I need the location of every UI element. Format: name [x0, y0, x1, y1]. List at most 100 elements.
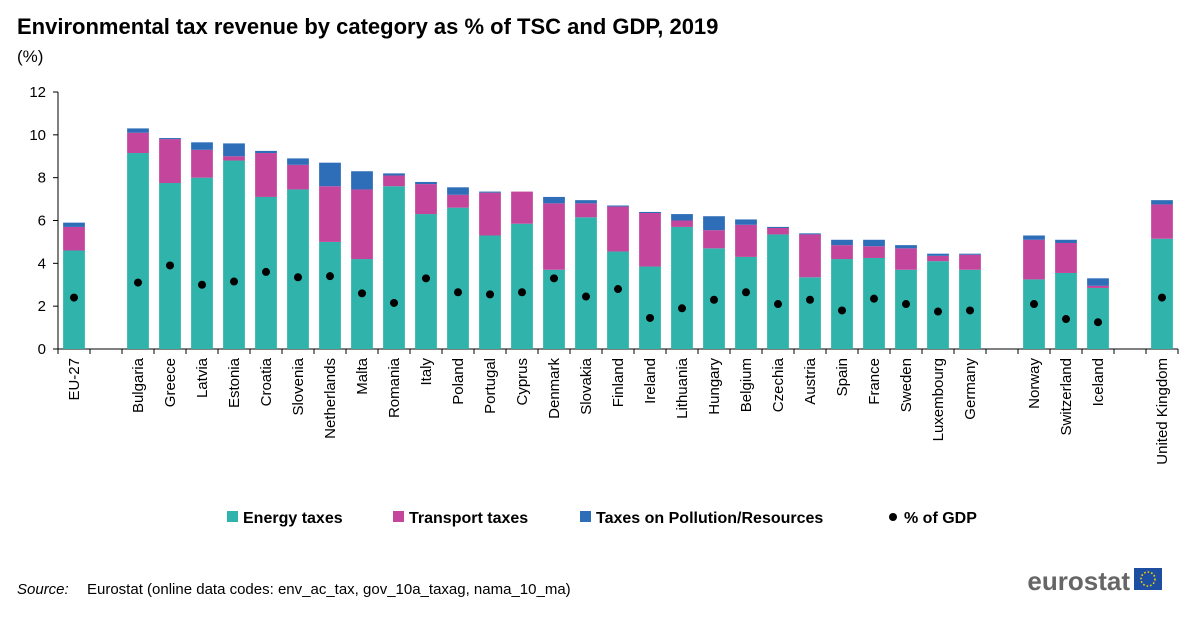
y-tick-label: 6 [38, 213, 46, 230]
x-tick-label: Italy [418, 358, 435, 386]
y-tick-label: 10 [29, 127, 46, 144]
bar-segment [959, 254, 981, 270]
bar-segment [223, 143, 245, 157]
logo: eurostat [1027, 566, 1130, 596]
bar-segment [319, 162, 341, 187]
source-label: Source: [17, 581, 69, 598]
bar-segment [1023, 279, 1045, 349]
bar-segment [575, 217, 597, 349]
bar-segment [607, 206, 629, 252]
x-tick-label: Ireland [642, 358, 659, 404]
gdp-dot [646, 313, 654, 322]
bar-segment [703, 230, 725, 249]
gdp-dot [1158, 293, 1166, 302]
bar-segment [767, 234, 789, 349]
legend-label: % of GDP [904, 510, 977, 527]
x-tick-label: Spain [834, 358, 851, 396]
gdp-dot [1062, 315, 1070, 324]
bar-segment [543, 196, 565, 204]
gdp-dot [678, 304, 686, 313]
gdp-dot [550, 274, 558, 283]
bar-segment [671, 226, 693, 349]
gdp-dot [358, 289, 366, 298]
gdp-dot [838, 306, 846, 315]
gdp-dot [198, 280, 206, 289]
gdp-dot [1030, 300, 1038, 309]
bar-segment [831, 259, 853, 349]
bar-segment [639, 213, 661, 267]
bar-segment [543, 269, 565, 349]
legend-swatch [580, 511, 591, 522]
bar-segment [927, 255, 949, 262]
bar-segment [575, 200, 597, 204]
bar-segment [1023, 235, 1045, 240]
gdp-dot [134, 278, 142, 287]
gdp-dot [870, 294, 878, 303]
gdp-dot [934, 307, 942, 316]
bar-segment [863, 246, 885, 258]
bar-segment [287, 189, 309, 349]
bar-segment [607, 251, 629, 349]
bar-segment [383, 186, 405, 349]
bar-segment [575, 203, 597, 218]
y-tick-label: 4 [38, 255, 46, 272]
x-tick-label: Romania [386, 357, 403, 418]
x-tick-label: Bulgaria [130, 357, 147, 413]
bar-segment [383, 175, 405, 187]
gdp-dot [166, 261, 174, 270]
bar-segment [191, 177, 213, 349]
bar-segment [895, 245, 917, 249]
x-tick-label: Sweden [898, 358, 915, 412]
x-tick-label: Cyprus [514, 358, 531, 406]
gdp-dot [262, 267, 270, 276]
x-tick-label: Poland [450, 358, 467, 405]
bar-segment [607, 205, 629, 207]
legend-swatch [889, 513, 897, 521]
bar-segment [415, 181, 437, 185]
bar-segment [927, 261, 949, 349]
gdp-dot [70, 293, 78, 302]
bar-segment [127, 132, 149, 154]
x-tick-label: Latvia [194, 357, 211, 398]
gdp-dot [1094, 318, 1102, 327]
gdp-dot [582, 292, 590, 301]
bar-segment [511, 223, 533, 349]
x-tick-label: Iceland [1090, 358, 1107, 406]
bar-segment [831, 245, 853, 260]
x-tick-label: Malta [354, 357, 371, 394]
x-tick-label: Croatia [258, 357, 275, 406]
x-tick-label: Hungary [706, 358, 723, 415]
bar-segment [127, 153, 149, 349]
bar-segment [479, 192, 501, 236]
bar-segment [255, 153, 277, 197]
bar-segment [895, 248, 917, 270]
gdp-dot [294, 273, 302, 282]
bar-segment [639, 211, 661, 214]
x-tick-label: Germany [962, 358, 979, 420]
x-tick-label: United Kingdom [1154, 358, 1171, 465]
gdp-dot [518, 288, 526, 297]
gdp-dot [902, 300, 910, 309]
bar-segment [383, 173, 405, 176]
bar-segment [287, 158, 309, 165]
bar-segment [415, 184, 437, 215]
bar-segment [735, 256, 757, 349]
bar-segment [319, 186, 341, 242]
gdp-dot [614, 285, 622, 294]
bar-segment [351, 259, 373, 349]
bar-segment [351, 171, 373, 190]
legend-label: Transport taxes [409, 510, 528, 527]
gdp-dot [966, 306, 974, 315]
bar-segment [1087, 285, 1109, 288]
y-tick-label: 8 [38, 170, 46, 187]
bar-segment [127, 128, 149, 133]
x-tick-label: Slovakia [578, 357, 595, 414]
bar-segment [1055, 239, 1077, 243]
bar-segment [959, 253, 981, 255]
bar-segment [863, 239, 885, 247]
source: Eurostat (online data codes: env_ac_tax,… [87, 581, 571, 598]
bar-segment [671, 214, 693, 221]
bar-segment [767, 227, 789, 235]
bar-segment [927, 253, 949, 256]
